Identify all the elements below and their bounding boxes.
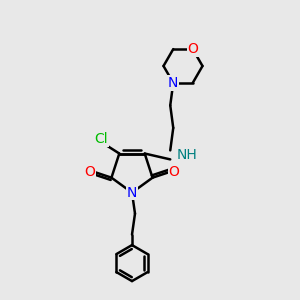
Text: N: N <box>127 186 137 200</box>
Text: O: O <box>84 165 95 179</box>
Text: NH: NH <box>176 148 197 162</box>
Text: O: O <box>187 42 198 56</box>
Text: O: O <box>169 165 180 179</box>
Text: Cl: Cl <box>94 132 108 146</box>
Text: N: N <box>168 76 178 90</box>
